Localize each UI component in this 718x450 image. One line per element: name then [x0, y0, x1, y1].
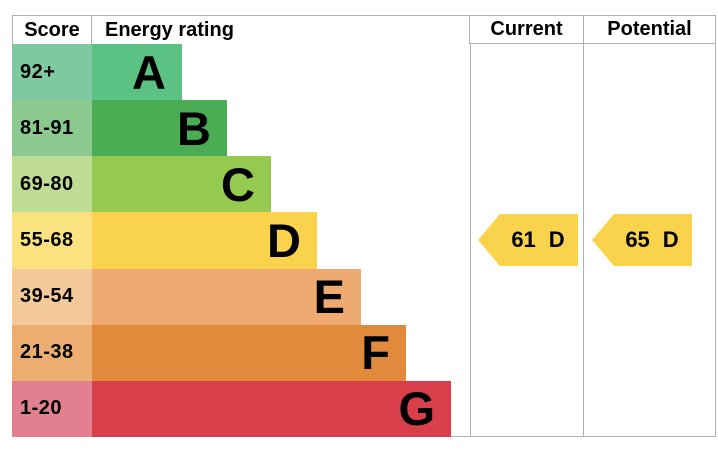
- rating-letter-f: F: [361, 326, 390, 380]
- band-row-f: 21-38 F: [12, 324, 716, 381]
- current-column: 61 D: [470, 44, 584, 437]
- current-rating-arrow: 61 D: [478, 214, 578, 266]
- score-range-d: 55-68: [12, 212, 92, 269]
- band-row-e: 39-54 E: [12, 268, 716, 325]
- rating-letter-c: C: [221, 157, 255, 211]
- rating-letter-b: B: [177, 101, 211, 155]
- rating-bands: 92+ A 81-91 B 69-80 C 55-68: [12, 44, 716, 437]
- band-row-c: 69-80 C: [12, 156, 716, 213]
- rating-letter-g: G: [398, 382, 435, 436]
- rating-bar-b: B: [92, 100, 227, 157]
- rating-bar-f: F: [92, 324, 406, 381]
- current-rating-letter: D: [548, 227, 565, 252]
- potential-column: 65 D: [584, 44, 716, 437]
- header-potential: Potential: [584, 16, 716, 44]
- score-range-g: 1-20: [12, 380, 92, 437]
- band-row-d: 55-68 D: [12, 212, 716, 269]
- rating-bar-d: D: [92, 212, 317, 269]
- header-energy-rating: Energy rating: [92, 16, 470, 44]
- potential-rating-letter: D: [662, 227, 679, 252]
- score-range-b: 81-91: [12, 100, 92, 157]
- potential-rating-arrow: 65 D: [592, 214, 692, 266]
- score-range-c: 69-80: [12, 156, 92, 213]
- epc-table: Score Energy rating Current Potential 92…: [12, 15, 716, 437]
- score-range-f: 21-38: [12, 324, 92, 381]
- rating-letter-e: E: [313, 270, 345, 324]
- rating-bar-c: C: [92, 156, 271, 213]
- header-current: Current: [470, 16, 584, 44]
- table-header: Score Energy rating Current Potential: [12, 16, 716, 44]
- rating-bar-g: G: [92, 380, 451, 437]
- rating-bar-e: E: [92, 268, 361, 325]
- band-row-g: 1-20 G: [12, 380, 716, 437]
- score-range-e: 39-54: [12, 268, 92, 325]
- rating-bar-a: A: [92, 44, 182, 101]
- score-range-a: 92+: [12, 44, 92, 101]
- rating-letter-d: D: [267, 213, 301, 267]
- current-rating-value: 61: [511, 227, 536, 252]
- potential-rating-value: 65: [625, 227, 650, 252]
- rating-letter-a: A: [132, 45, 166, 99]
- band-row-b: 81-91 B: [12, 100, 716, 157]
- band-row-a: 92+ A: [12, 44, 716, 101]
- header-score: Score: [12, 16, 92, 44]
